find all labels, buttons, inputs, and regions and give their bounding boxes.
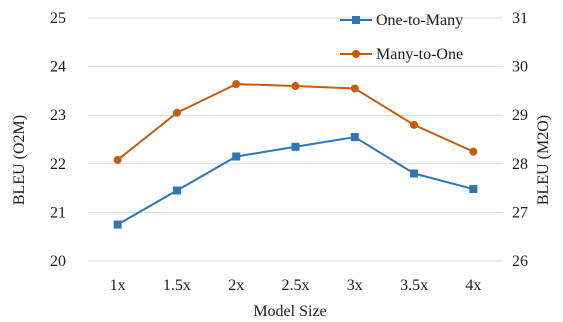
x-tick-label: 1x (110, 277, 126, 294)
one-to-many-point (113, 220, 122, 229)
right-tick-label: 27 (512, 204, 528, 221)
left-tick-label: 25 (50, 10, 66, 27)
left-tick-label: 24 (50, 59, 66, 76)
one-to-many-point (232, 152, 241, 161)
right-tick-label: 31 (512, 10, 528, 27)
one-to-many-point (350, 133, 359, 142)
x-ticks: 1x 1.5x 2x 2.5x 3x 3.5x 4x (110, 277, 482, 294)
legend: One-to-Many Many-to-One (340, 12, 463, 63)
x-tick-label: 3.5x (400, 277, 428, 294)
left-tick-label: 21 (50, 204, 66, 221)
one-to-many-point (469, 185, 478, 194)
many-to-one-point (113, 155, 122, 164)
right-y-ticks: 26 27 28 29 30 31 (512, 10, 528, 270)
many-to-one-point (291, 82, 300, 91)
one-to-many-point (172, 186, 181, 195)
legend-label-one-to-many: One-to-Many (376, 12, 463, 29)
right-tick-label: 28 (512, 156, 528, 173)
left-tick-label: 23 (50, 107, 66, 124)
many-to-one-point (350, 84, 359, 93)
x-tick-label: 3x (347, 277, 363, 294)
x-tick-label: 4x (465, 277, 481, 294)
series-lines (113, 80, 478, 229)
left-y-axis-title: BLEU (O2M) (11, 115, 28, 205)
left-tick-label: 22 (50, 156, 66, 173)
right-tick-label: 30 (512, 59, 528, 76)
left-y-ticks: 20 21 22 23 24 25 (50, 10, 66, 270)
many-to-one-point (172, 108, 181, 117)
many-to-one-point (232, 80, 241, 89)
x-axis-title: Model Size (253, 303, 326, 320)
legend-label-many-to-one: Many-to-One (376, 46, 463, 63)
x-tick-label: 1.5x (163, 277, 191, 294)
x-tick-label: 2x (228, 277, 244, 294)
one-to-many-point (410, 169, 419, 178)
many-to-one-point (469, 147, 478, 156)
legend-marker-many-to-one (352, 50, 360, 58)
right-y-axis-title: BLEU (M2O) (535, 115, 552, 205)
x-tick-label: 2.5x (282, 277, 310, 294)
one-to-many-point (291, 142, 300, 151)
right-tick-label: 26 (512, 253, 528, 270)
many-to-one-point (410, 120, 419, 129)
left-tick-label: 20 (50, 253, 66, 270)
legend-marker-one-to-many (352, 16, 360, 24)
gridlines (88, 17, 503, 262)
right-tick-label: 29 (512, 107, 528, 124)
